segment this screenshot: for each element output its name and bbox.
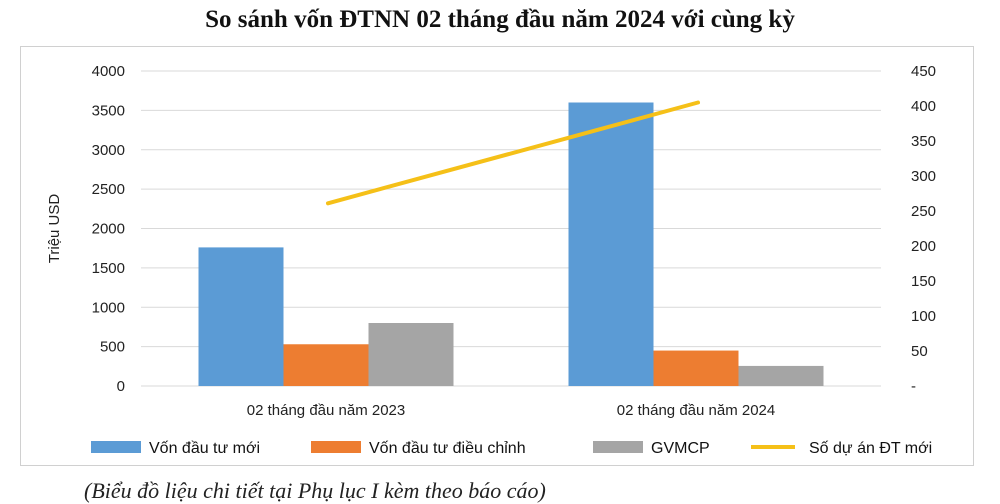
bar-3-1: [368, 323, 454, 386]
legend-label-1: Vốn đầu tư mới: [149, 440, 260, 457]
legend-swatch-1: [91, 441, 141, 453]
bar-1-1: [198, 247, 284, 386]
y-tick-label: 3500: [92, 102, 125, 119]
chart-area: 0 500 1000 1500 2000 2500 3000 3500 4000 - 50 100 15…: [20, 46, 974, 466]
bar-1-2: [568, 102, 654, 386]
bar-2-2: [653, 350, 739, 386]
y-tick-label: 500: [100, 339, 125, 356]
y2-tick-label: 200: [911, 238, 936, 255]
y-tick-label: 3000: [92, 142, 125, 159]
y2-tick-label: 150: [911, 273, 936, 290]
series-line-so-du-an: [326, 100, 700, 206]
chart-svg: 0 500 1000 1500 2000 2500 3000 3500 4000 - 50 100 15…: [46, 63, 936, 457]
legend-label-2: Vốn đầu tư điều chỉnh: [369, 440, 526, 457]
x-tick-label: 02 tháng đầu năm 2023: [247, 402, 405, 419]
x-tick-label: 02 tháng đầu năm 2024: [617, 402, 775, 419]
y2-tick-label: 350: [911, 133, 936, 150]
y2-tick-label: 100: [911, 308, 936, 325]
y-tick-label: 4000: [92, 63, 125, 80]
y-tick-label: 2000: [92, 221, 125, 238]
y2-tick-label: 250: [911, 203, 936, 220]
bar-3-2: [738, 365, 824, 386]
y2-tick-label: -: [911, 378, 916, 395]
bar-2-1: [283, 344, 369, 386]
y-tick-label: 0: [117, 378, 125, 395]
y-tick-label: 1000: [92, 299, 125, 316]
legend-swatch-2: [311, 441, 361, 453]
y2-tick-label: 450: [911, 63, 936, 80]
legend-label-3: GVMCP: [651, 440, 710, 457]
y-axis-title: Triệu USD: [46, 194, 63, 264]
legend-label-4: Số dự án ĐT mới: [809, 440, 932, 457]
chart-title: So sánh vốn ĐTNN 02 tháng đầu năm 2024 v…: [205, 6, 795, 33]
y2-tick-label: 50: [911, 343, 928, 360]
y2-tick-label: 400: [911, 98, 936, 115]
y-tick-label: 1500: [92, 260, 125, 277]
y2-tick-label: 300: [911, 168, 936, 185]
chart-caption: (Biểu đồ liệu chi tiết tại Phụ lục I kèm…: [84, 478, 546, 503]
legend-swatch-3: [593, 441, 643, 453]
y-tick-label: 2500: [92, 181, 125, 198]
